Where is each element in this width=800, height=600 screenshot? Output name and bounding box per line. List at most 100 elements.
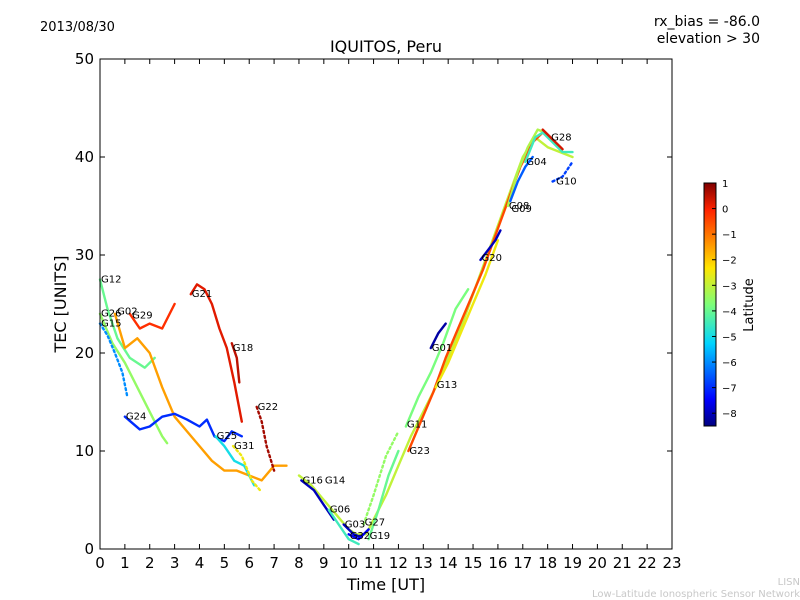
y-tick-label: 20 (75, 344, 94, 362)
series-label-g15: G15 (101, 319, 121, 330)
series-label-g12: G12 (101, 274, 121, 285)
series-g10 (551, 160, 574, 183)
series-g29 (128, 302, 176, 330)
series-g22 (255, 405, 276, 472)
x-tick-label: 3 (170, 554, 180, 572)
series-label-g29: G29 (132, 311, 152, 322)
series-label-g31: G31 (234, 441, 254, 452)
series-g27 (362, 430, 400, 526)
series-label-g04: G04 (526, 157, 546, 168)
series-label-g21: G21 (192, 289, 212, 300)
footer-network: Low-Latitude Ionospheric Sensor Network (592, 589, 800, 600)
series-label-g22: G22 (258, 402, 278, 413)
x-tick-label: 22 (638, 554, 657, 572)
series-g03 (342, 523, 363, 539)
series-g28 (541, 128, 564, 151)
series-label-g27: G27 (365, 517, 385, 528)
series-g13 (434, 239, 500, 389)
colorbar-tick-label: 0 (722, 205, 728, 216)
x-tick-label: 18 (538, 554, 557, 572)
x-tick-label: 10 (339, 554, 358, 572)
colorbar-label: Latitude (742, 278, 757, 332)
y-tick-label: 30 (75, 246, 94, 264)
footer-lisn: LISN (778, 577, 800, 588)
series-label-g03: G03 (345, 519, 365, 530)
plot-frame (99, 58, 673, 550)
colorbar-tick-label: −4 (722, 307, 737, 318)
colorbar-tick-label: −8 (722, 409, 737, 420)
chart-title: IQUITOS, Peru (330, 37, 442, 56)
colorbar-tick-label: −1 (722, 230, 737, 241)
x-tick-label: 8 (294, 554, 304, 572)
series-g31 (231, 444, 263, 494)
colorbar-tick-label: −7 (722, 384, 737, 395)
series-g16 (300, 479, 335, 521)
x-tick-label: 14 (439, 554, 458, 572)
colorbar-ticks: 1 0 −1 −2 −3 −4 −5 −6 −7 −8 (712, 179, 737, 420)
x-tick-label: 16 (488, 554, 507, 572)
colorbar-tick-label: −2 (722, 256, 737, 267)
x-tick-label: 17 (513, 554, 532, 572)
x-tick-label: 1 (120, 554, 130, 572)
series-label-g08: G08 (509, 201, 529, 212)
series-label-g09: G09 (511, 204, 531, 215)
series-g06 (327, 508, 360, 546)
series-label-g19: G19 (370, 531, 390, 542)
series-g21 (189, 283, 243, 423)
y-axis: 0 10 20 30 40 50 (75, 50, 672, 558)
series-g26 (98, 312, 169, 445)
series-label-g14: G14 (325, 475, 345, 486)
series-label-g11: G11 (407, 419, 427, 430)
series-label-g20: G20 (482, 253, 502, 264)
series-label-g01: G01 (432, 343, 452, 354)
colorbar-tick-label: −5 (722, 332, 737, 343)
series-g20 (479, 229, 502, 262)
series-label-g32: G32 (350, 531, 370, 542)
x-axis: 0 1 2 3 4 5 6 7 8 9 10 11 12 13 14 15 16 17 18 19 20 21 22 23 (95, 59, 682, 572)
elevation-label: elevation > 30 (657, 31, 760, 47)
y-axis-label: TEC [UNITS] (51, 256, 70, 354)
series-g09 (509, 155, 534, 203)
x-tick-label: 7 (269, 554, 279, 572)
x-tick-label: 5 (220, 554, 230, 572)
series-label-g13: G13 (437, 380, 457, 391)
series-g19 (367, 449, 400, 541)
series-g01 (429, 322, 447, 350)
x-tick-label: 19 (563, 554, 582, 572)
y-tick-label: 10 (75, 442, 94, 460)
series-label-g16: G16 (302, 475, 322, 486)
x-tick-label: 15 (463, 554, 482, 572)
series-g08 (506, 128, 547, 208)
series-g23 (407, 131, 544, 453)
date-label: 2013/08/30 (40, 20, 115, 35)
series-g02 (113, 312, 288, 482)
series-label-g06: G06 (330, 505, 350, 516)
series-label-g24: G24 (126, 412, 146, 423)
series-label-g28: G28 (551, 132, 571, 143)
series-label-g18: G18 (233, 343, 253, 354)
y-tick-label: 50 (75, 50, 94, 68)
plot-marks (98, 128, 574, 546)
series-g11 (404, 288, 470, 428)
series-g12 (98, 278, 156, 369)
series-label-g10: G10 (556, 176, 576, 187)
colorbar: 1 0 −1 −2 −3 −4 −5 −6 −7 −8 Latitude (703, 179, 757, 427)
colorbar-tick-label: −6 (722, 358, 737, 369)
series-label-g02: G02 (117, 307, 137, 318)
series-g32 (347, 528, 370, 541)
y-tick-label: 40 (75, 148, 94, 166)
x-tick-label: 21 (613, 554, 632, 572)
x-tick-label: 6 (244, 554, 254, 572)
x-tick-label: 9 (319, 554, 329, 572)
series-g15 (98, 322, 129, 399)
colorbar-gradient (703, 182, 717, 427)
series-g24 (123, 412, 243, 443)
x-axis-label: Time [UT] (346, 575, 425, 594)
series-g04 (524, 131, 574, 164)
series-g18 (230, 342, 241, 384)
y-tick-label: 0 (84, 540, 94, 558)
rx-bias-label: rx_bias = -86.0 (654, 14, 760, 30)
series-label-g23: G23 (409, 446, 429, 457)
